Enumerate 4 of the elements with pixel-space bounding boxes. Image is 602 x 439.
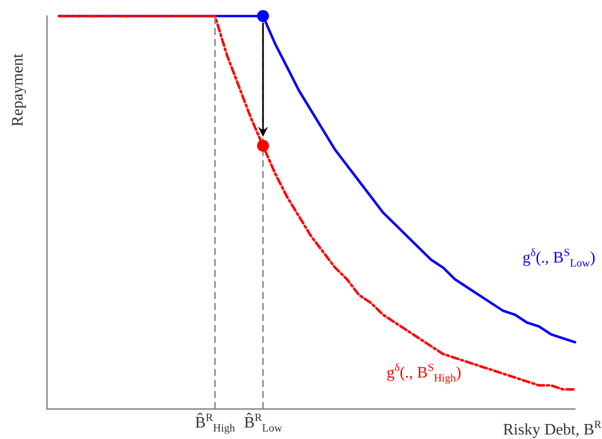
text: g$^{δ}$(., B$^{S}$$_{Low}$) <box>522 247 596 270</box>
series-label: g$^{δ}$(., B$^{S}$$_{High}$) <box>386 362 462 385</box>
y-axis-title: Repayment <box>8 54 26 126</box>
x-axis-title: Risky Debt, B$^{R}$ <box>503 419 602 438</box>
